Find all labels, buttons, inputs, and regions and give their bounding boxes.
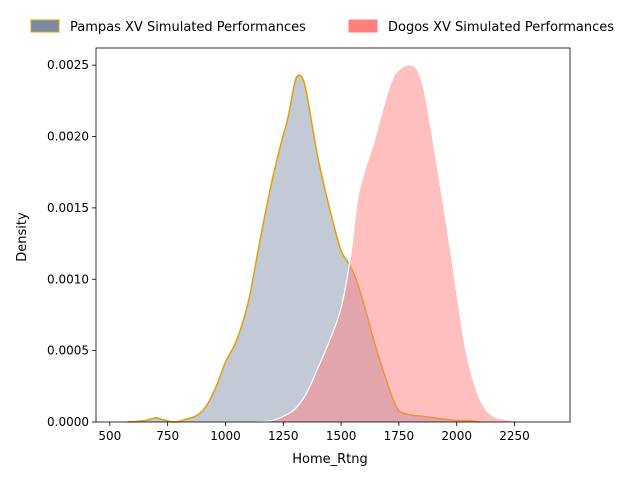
y-tick-label: 0.0015: [47, 201, 89, 215]
y-tick-label: 0.0000: [47, 415, 89, 429]
x-tick-label: 750: [156, 429, 179, 443]
x-axis-label: Home_Rtng: [292, 452, 368, 467]
x-tick-label: 1000: [210, 429, 241, 443]
y-axis-ticks: 0.0000 0.0005 0.0010 0.0015 0.0020 0.0025: [47, 58, 96, 429]
legend-swatch-dogos: [348, 19, 378, 33]
x-axis-ticks: 500 750 1000 1250 1500 1750 2000 2250: [98, 422, 530, 443]
legend-swatch-pampas: [30, 19, 60, 33]
x-tick-label: 1750: [384, 429, 415, 443]
legend-label-pampas: Pampas XV Simulated Performances: [70, 20, 306, 35]
series-area-pampas: [127, 75, 480, 423]
series-line-dogos: [255, 64, 533, 423]
y-tick-label: 0.0020: [47, 130, 89, 144]
legend-label-dogos: Dogos XV Simulated Performances: [388, 20, 614, 35]
series-layer: [127, 64, 534, 423]
y-tick-label: 0.0005: [47, 344, 89, 358]
y-tick-label: 0.0025: [47, 58, 89, 72]
plot-area: 500 750 1000 1250 1500 1750 2000 2250 0.00000.0…: [47, 47, 571, 443]
axes-frame: [95, 47, 571, 423]
legend: Pampas XV Simulated Performances Dogos X…: [30, 19, 614, 35]
x-tick-label: 2000: [441, 429, 472, 443]
x-tick-label: 2250: [499, 429, 530, 443]
series-area-dogos: [255, 64, 534, 422]
y-axis-label: Density: [15, 212, 30, 262]
x-tick-label: 1500: [326, 429, 357, 443]
y-tick-label: 0.0010: [47, 272, 89, 286]
x-tick-label: 1250: [268, 429, 299, 443]
x-tick-label: 500: [98, 429, 121, 443]
